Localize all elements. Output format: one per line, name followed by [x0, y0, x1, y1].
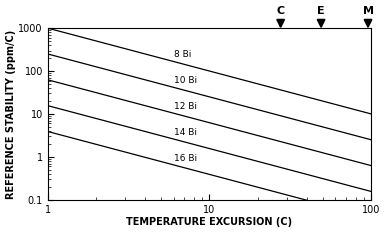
Text: 12 Bi: 12 Bi [174, 102, 197, 111]
Text: M: M [362, 6, 374, 16]
Y-axis label: REFERENCE STABILITY (ppm/C): REFERENCE STABILITY (ppm/C) [5, 29, 15, 199]
Text: 16 Bi: 16 Bi [174, 154, 197, 163]
X-axis label: TEMPERATURE EXCURSION (C): TEMPERATURE EXCURSION (C) [126, 217, 293, 227]
Text: 10 Bi: 10 Bi [174, 76, 197, 85]
Text: E: E [317, 6, 325, 16]
Text: C: C [277, 6, 285, 16]
Text: 8 Bi: 8 Bi [174, 50, 191, 59]
Text: 14 Bi: 14 Bi [174, 128, 197, 137]
